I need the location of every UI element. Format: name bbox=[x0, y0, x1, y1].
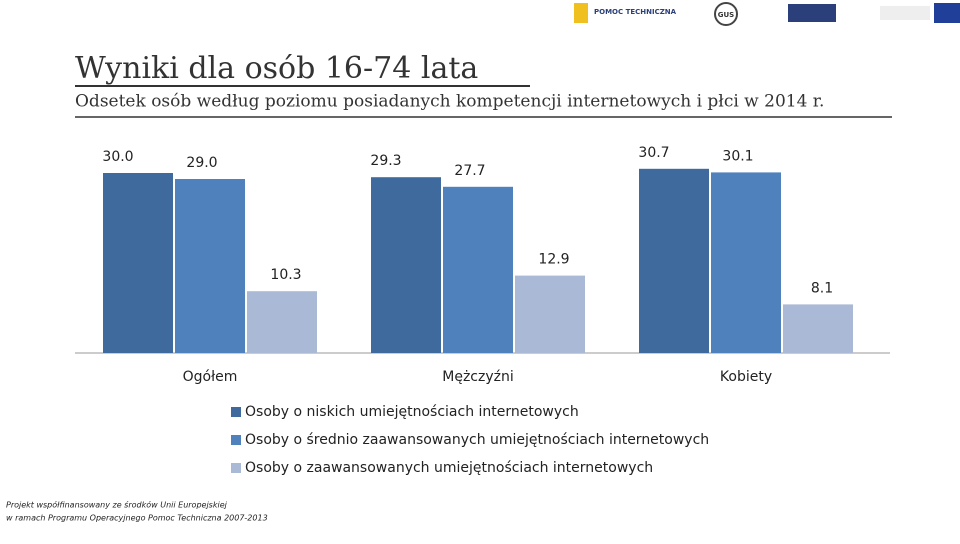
chart-subtitle: Odsetek osób według poziomu posiadanych … bbox=[75, 92, 824, 112]
eu-flag bbox=[934, 3, 960, 23]
data-label: 10.3 bbox=[270, 267, 301, 283]
bar bbox=[711, 172, 781, 353]
logo-mark bbox=[714, 2, 738, 26]
x-tick-label: Kobiety bbox=[720, 369, 772, 385]
logo-mark bbox=[574, 3, 588, 23]
chart-title: Wyniki dla osób 16-74 lata bbox=[75, 51, 478, 86]
bar bbox=[175, 179, 245, 353]
footer-text: Projekt współfinansowany ze środków Unii… bbox=[6, 500, 228, 510]
legend-swatch bbox=[231, 435, 241, 445]
bar bbox=[247, 291, 317, 353]
data-label: 30.0 bbox=[102, 149, 133, 165]
legend-label: Osoby o niskich umiejętnościach internet… bbox=[245, 404, 579, 420]
data-label: 27.7 bbox=[454, 163, 485, 179]
data-label: 29.3 bbox=[370, 153, 401, 169]
data-label: 30.7 bbox=[638, 145, 669, 161]
x-tick-label: Mężczyźni bbox=[442, 369, 513, 385]
data-label: 12.9 bbox=[538, 252, 569, 268]
bar bbox=[515, 275, 585, 353]
legend-swatch bbox=[231, 463, 241, 473]
bar bbox=[783, 304, 853, 353]
data-label: 8.1 bbox=[811, 280, 833, 296]
data-label: 29.0 bbox=[186, 155, 217, 171]
legend-swatch bbox=[231, 407, 241, 417]
bar bbox=[103, 173, 173, 353]
bar bbox=[639, 168, 709, 353]
logo-mark bbox=[788, 4, 836, 22]
legend-label: Osoby o średnio zaawansowanych umiejętno… bbox=[245, 432, 709, 448]
x-tick-label: Ogółem bbox=[183, 369, 238, 385]
data-label: 30.1 bbox=[722, 148, 753, 164]
footer-text: w ramach Programu Operacyjnego Pomoc Tec… bbox=[6, 514, 268, 523]
bar bbox=[371, 177, 441, 353]
logo-text: POMOC TECHNICZNA bbox=[594, 8, 677, 16]
logo-text: GUS bbox=[718, 11, 734, 19]
logo-mark bbox=[880, 6, 930, 20]
bar bbox=[443, 186, 513, 353]
logos: POMOC TECHNICZNA GUS bbox=[574, 2, 960, 26]
legend-label: Osoby o zaawansowanych umiejętnościach i… bbox=[245, 460, 653, 476]
